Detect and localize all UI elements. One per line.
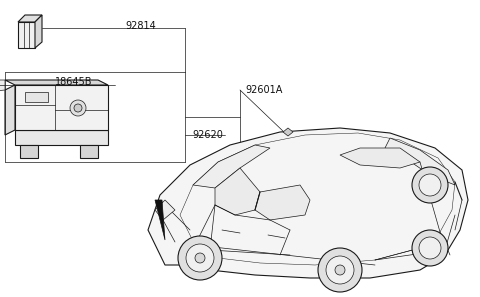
Polygon shape (18, 15, 42, 22)
Circle shape (186, 244, 214, 272)
Polygon shape (25, 92, 48, 102)
Circle shape (74, 104, 82, 112)
Circle shape (419, 237, 441, 259)
Polygon shape (20, 145, 38, 158)
Circle shape (335, 265, 345, 275)
Polygon shape (283, 128, 293, 136)
Circle shape (419, 174, 441, 196)
Polygon shape (5, 80, 108, 85)
Circle shape (326, 256, 354, 284)
Circle shape (318, 248, 362, 292)
Text: 92814: 92814 (125, 21, 156, 31)
Polygon shape (155, 200, 165, 240)
Circle shape (70, 100, 86, 116)
Circle shape (412, 167, 448, 203)
Polygon shape (155, 200, 175, 220)
Text: 92601A: 92601A (245, 85, 282, 95)
Polygon shape (385, 138, 455, 185)
Polygon shape (215, 168, 260, 215)
Polygon shape (148, 128, 468, 278)
Text: 92620: 92620 (192, 130, 223, 140)
Polygon shape (15, 130, 108, 145)
Text: 18645B: 18645B (55, 77, 93, 87)
Polygon shape (255, 185, 310, 220)
Polygon shape (80, 145, 98, 158)
Circle shape (412, 230, 448, 266)
Polygon shape (18, 22, 35, 48)
Polygon shape (0, 80, 5, 91)
Circle shape (195, 253, 205, 263)
Polygon shape (35, 15, 42, 48)
Polygon shape (340, 148, 420, 168)
Polygon shape (5, 85, 15, 135)
Polygon shape (193, 145, 270, 188)
Polygon shape (15, 85, 108, 130)
Circle shape (178, 236, 222, 280)
